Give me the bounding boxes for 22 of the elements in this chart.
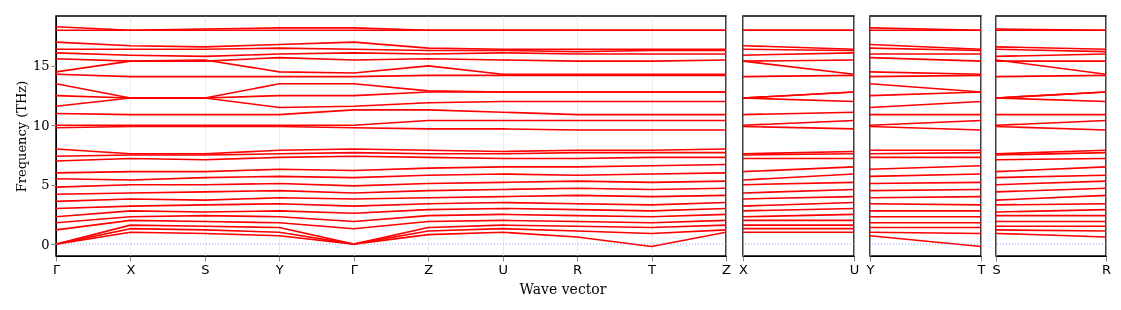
y-axis-title: Frequency (THz) [13,80,29,193]
x-tick-label: T [976,261,986,277]
x-tick-label: T [647,261,657,277]
x-tick-label: S [201,261,210,277]
y-tick-label: 5 [41,177,50,193]
x-tick-label: Y [274,261,284,277]
x-tick-label: Y [865,261,875,277]
x-tick-label: S [992,261,1001,277]
y-tick-label: 0 [41,236,50,252]
x-tick-label: Z [424,261,434,277]
x-tick-label: Z [722,261,732,277]
x-tick-label: R [573,261,583,277]
x-tick-label: Γ [350,261,359,277]
x-tick-label: X [739,261,749,277]
x-axis-title: Wave vector [519,280,607,297]
x-tick-label: R [1101,261,1112,277]
x-tick-label: U [498,261,508,277]
x-tick-label: Γ [52,261,61,277]
y-tick-label: 15 [32,58,50,74]
y-tick-label: 10 [32,117,50,133]
x-tick-label: X [126,261,136,277]
x-tick-label: U [849,261,860,277]
